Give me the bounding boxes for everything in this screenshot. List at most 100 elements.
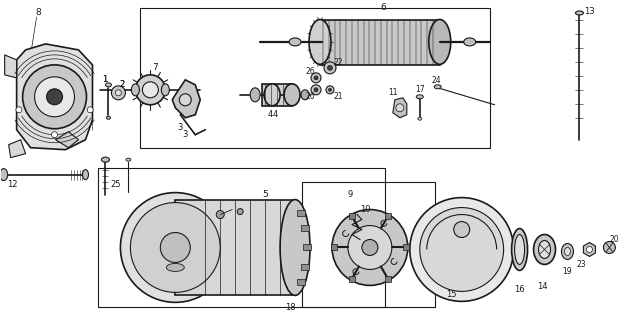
Text: 24: 24 <box>432 76 442 85</box>
Text: 21: 21 <box>333 92 342 101</box>
Polygon shape <box>9 140 26 158</box>
Circle shape <box>131 203 220 292</box>
Text: 26: 26 <box>305 92 315 101</box>
Ellipse shape <box>83 170 88 180</box>
Circle shape <box>328 65 332 70</box>
Circle shape <box>16 107 22 113</box>
Circle shape <box>179 94 191 106</box>
Circle shape <box>604 242 616 254</box>
Ellipse shape <box>435 85 441 89</box>
Ellipse shape <box>102 157 109 162</box>
Text: 4: 4 <box>273 110 278 119</box>
Circle shape <box>311 73 321 83</box>
Text: 15: 15 <box>447 290 457 299</box>
Text: 17: 17 <box>415 85 424 94</box>
Bar <box>297 210 305 216</box>
Text: 8: 8 <box>36 8 42 18</box>
Ellipse shape <box>289 38 301 46</box>
Ellipse shape <box>416 95 423 99</box>
Ellipse shape <box>166 264 184 271</box>
Circle shape <box>161 233 190 263</box>
Ellipse shape <box>284 84 300 106</box>
Ellipse shape <box>106 83 111 87</box>
Circle shape <box>120 192 230 302</box>
Circle shape <box>396 104 404 112</box>
Circle shape <box>314 76 318 80</box>
Circle shape <box>314 88 318 92</box>
Text: 26: 26 <box>305 67 315 76</box>
Circle shape <box>35 77 74 117</box>
Circle shape <box>311 85 321 95</box>
Ellipse shape <box>131 84 140 96</box>
Text: 4: 4 <box>268 110 273 119</box>
Text: 22: 22 <box>333 58 342 67</box>
Circle shape <box>22 65 86 129</box>
Polygon shape <box>172 80 200 118</box>
Polygon shape <box>56 132 79 148</box>
Text: 2: 2 <box>120 80 125 89</box>
Ellipse shape <box>264 84 280 106</box>
Ellipse shape <box>280 200 310 295</box>
Bar <box>303 244 311 250</box>
Text: 20: 20 <box>609 235 619 244</box>
Ellipse shape <box>534 234 556 264</box>
Bar <box>301 224 309 230</box>
Ellipse shape <box>250 88 260 102</box>
Bar <box>262 84 292 106</box>
Text: 18: 18 <box>285 303 296 312</box>
Ellipse shape <box>511 228 527 270</box>
Circle shape <box>237 208 243 214</box>
Text: 14: 14 <box>538 282 548 291</box>
Text: 25: 25 <box>110 180 121 189</box>
Ellipse shape <box>564 248 570 255</box>
Circle shape <box>47 89 63 105</box>
Circle shape <box>420 208 504 291</box>
Text: 2: 2 <box>120 80 125 89</box>
Circle shape <box>586 246 593 253</box>
Text: 9: 9 <box>348 190 353 199</box>
Circle shape <box>115 90 122 96</box>
Ellipse shape <box>106 116 111 119</box>
Ellipse shape <box>575 11 584 15</box>
Circle shape <box>362 239 378 255</box>
Text: 11: 11 <box>388 88 397 97</box>
Text: 23: 23 <box>577 260 586 269</box>
Circle shape <box>52 132 58 138</box>
Circle shape <box>454 222 470 238</box>
Bar <box>349 276 355 282</box>
Bar <box>403 244 409 250</box>
Circle shape <box>87 107 93 113</box>
Text: 3: 3 <box>178 123 183 132</box>
Ellipse shape <box>464 38 476 46</box>
Bar <box>331 244 337 250</box>
Polygon shape <box>17 44 92 150</box>
Circle shape <box>328 88 332 91</box>
Ellipse shape <box>429 19 451 64</box>
Text: 5: 5 <box>262 190 268 199</box>
Text: 12: 12 <box>8 180 18 189</box>
Ellipse shape <box>161 84 170 96</box>
Text: 16: 16 <box>515 285 525 294</box>
Ellipse shape <box>126 158 131 161</box>
Circle shape <box>142 82 158 98</box>
Circle shape <box>410 198 513 301</box>
Circle shape <box>216 211 224 218</box>
Ellipse shape <box>301 90 309 100</box>
Circle shape <box>326 86 334 94</box>
Ellipse shape <box>538 240 550 259</box>
Text: 6: 6 <box>380 3 386 13</box>
Bar <box>385 276 391 282</box>
Circle shape <box>324 62 336 74</box>
Text: 19: 19 <box>563 267 572 276</box>
Text: 3: 3 <box>182 130 188 139</box>
Ellipse shape <box>309 19 331 64</box>
Polygon shape <box>584 243 595 256</box>
Bar <box>320 20 440 65</box>
Circle shape <box>348 226 392 269</box>
Polygon shape <box>393 98 407 118</box>
Circle shape <box>136 75 165 105</box>
Text: 1: 1 <box>102 75 107 84</box>
Circle shape <box>111 86 125 100</box>
Text: 7: 7 <box>152 63 158 72</box>
Circle shape <box>332 210 408 285</box>
